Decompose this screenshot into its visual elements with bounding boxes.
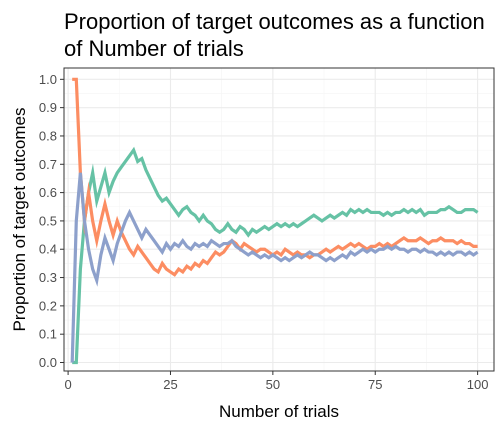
x-tick-label: 100 <box>467 377 489 392</box>
y-tick-label: 0.6 <box>39 185 57 200</box>
chart-title: Proportion of target outcomes as a funct… <box>64 9 485 61</box>
x-tick-label: 25 <box>163 377 177 392</box>
series-line-2 <box>72 77 478 277</box>
y-tick-label: 0.5 <box>39 213 57 228</box>
x-tick-label: 50 <box>266 377 280 392</box>
series-lines <box>70 77 479 365</box>
y-tick-label: 0.7 <box>39 157 57 172</box>
y-tick-label: 0.2 <box>39 298 57 313</box>
y-tick-label: 0.0 <box>39 355 57 370</box>
plot-panel-border <box>63 67 495 372</box>
plot-panel <box>64 68 494 371</box>
x-tick-label: 75 <box>368 377 382 392</box>
x-axis-title: Number of trials <box>219 402 339 421</box>
y-axis-title: Proportion of target outcomes <box>10 108 29 332</box>
y-tick-label: 0.3 <box>39 270 57 285</box>
y-tick-label: 0.9 <box>39 100 57 115</box>
y-tick-label: 0.8 <box>39 128 57 143</box>
y-axis: 0.0 0.1 0.2 0.3 0.4 0.5 0.6 0.7 0.8 0.9 1.0 <box>39 72 64 370</box>
x-axis: 0 25 50 75 100 <box>64 371 488 392</box>
minor-gridlines <box>64 68 494 371</box>
x-tick-label: 0 <box>64 377 71 392</box>
y-tick-label: 1.0 <box>39 72 57 87</box>
series-line-3 <box>70 172 479 363</box>
series-line-1 <box>72 146 479 365</box>
y-tick-label: 0.4 <box>39 242 57 257</box>
y-tick-label: 0.1 <box>39 327 57 342</box>
